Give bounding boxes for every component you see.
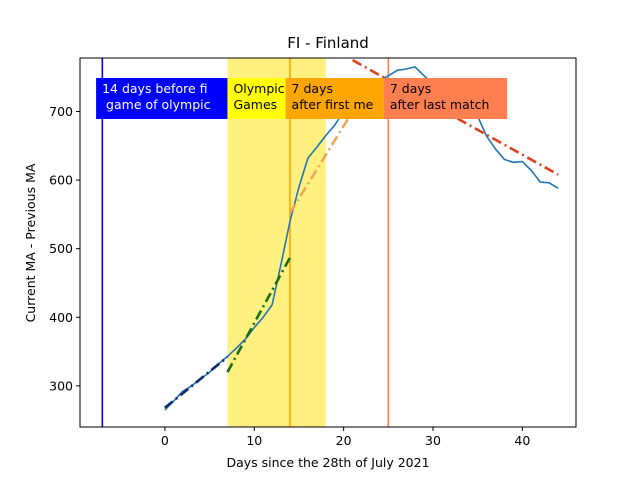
y-tick-label-600: 600 (49, 173, 73, 188)
annotation-text-1: Olympic Games (233, 81, 284, 112)
y-tick-label-400: 400 (49, 310, 73, 325)
x-tick-label-30: 30 (425, 433, 441, 448)
annotation-line-1-0: Olympic (233, 81, 284, 96)
annotation-boxes: 14 days before fi game of olympic Olympic… (96, 78, 508, 119)
y-tick-label-300: 300 (49, 378, 73, 393)
shaded-region-0 (227, 58, 326, 427)
annotation-line-3-0: 7 days (390, 81, 431, 96)
annotation-text-0: 14 days before fi game of olympic (102, 81, 211, 112)
x-tick-label-40: 40 (514, 433, 530, 448)
annotation-line-0-0: 14 days before fi (102, 81, 207, 96)
annotation-box-0 (96, 78, 228, 119)
shaded-regions (227, 58, 326, 427)
x-axis-label: Days since the 28th of July 2021 (226, 455, 429, 470)
annotation-line-2-0: 7 days (292, 81, 333, 96)
x-tick-label-10: 10 (246, 433, 262, 448)
trend-line-1 (164, 355, 229, 409)
vertical-lines (101, 58, 390, 427)
annotation-line-3-1: after last match (390, 97, 490, 112)
chart-title: FI - Finland (287, 34, 369, 52)
x-tick-label-0: 0 (161, 433, 169, 448)
annotation-line-0-1: game of olympic (102, 97, 211, 112)
annotation-box-1 (227, 78, 286, 119)
y-tick-label-500: 500 (49, 241, 73, 256)
annotation-line-1-1: Games (233, 97, 277, 112)
annotation-text-3: 7 days after last match (390, 81, 490, 112)
annotation-box-2 (285, 78, 384, 119)
y-tick-label-700: 700 (49, 104, 73, 119)
x-tick-label-20: 20 (336, 433, 352, 448)
y-axis-label: Current MA - Previous MA (23, 163, 38, 322)
plot-frame (79, 57, 577, 428)
annotation-line-2-1: after first me (292, 97, 374, 112)
trend-line-2 (226, 256, 292, 373)
annotation-box-3 (383, 78, 508, 119)
axis-ticks: 0 10 20 30 40 300 400 500 600 700 (49, 104, 530, 448)
annotation-text-2: 7 days after first me (292, 81, 374, 112)
